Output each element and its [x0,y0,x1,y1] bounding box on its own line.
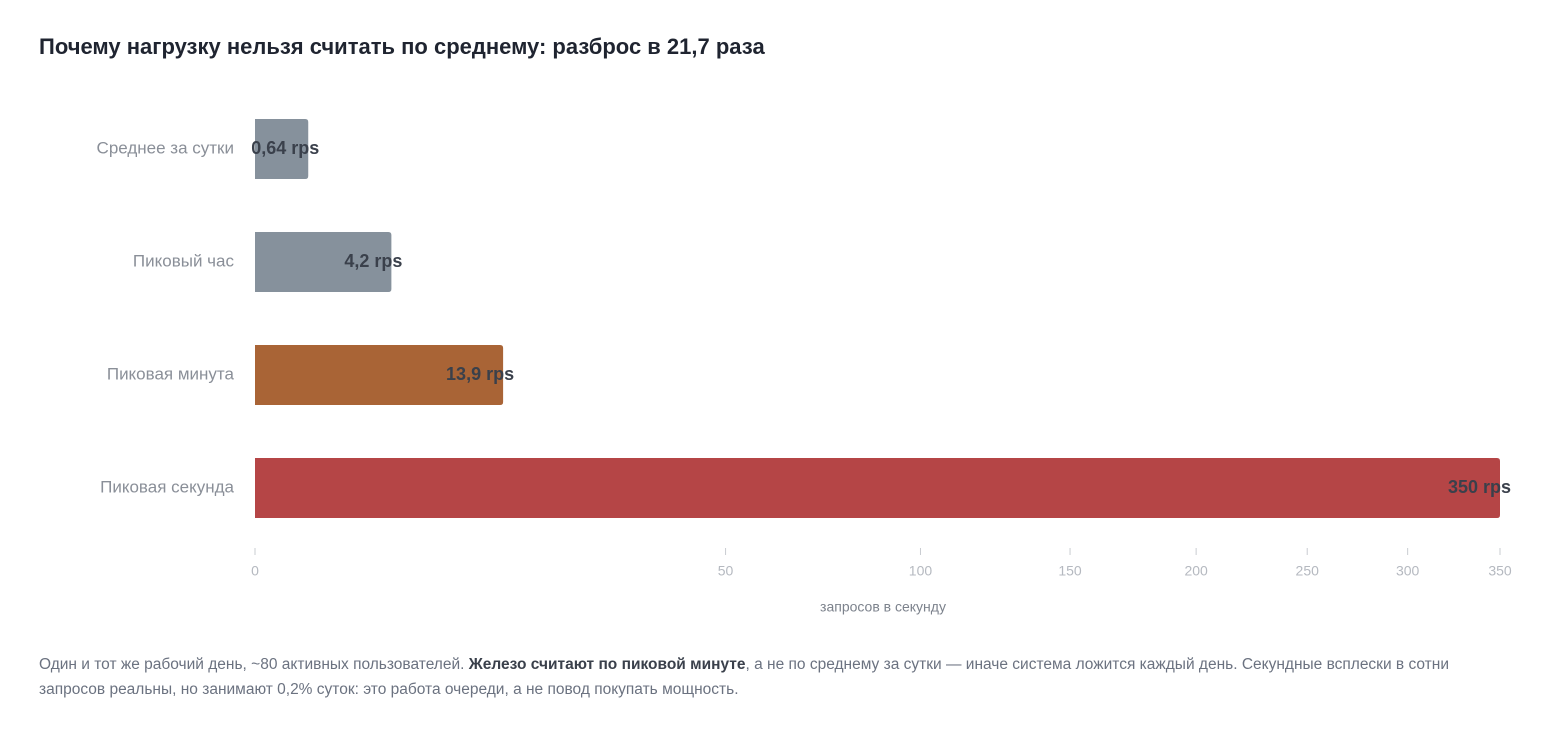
x-tick-label-5: 250 [1296,563,1320,579]
chart-title: Почему нагрузку нельзя считать по средне… [39,34,765,59]
value-label-3: 350 rps [1448,477,1511,497]
caption-text-1: Один и тот же рабочий день, ~80 активных… [39,656,469,673]
category-label-0: Среднее за сутки [97,138,234,157]
x-tick-label-6: 300 [1396,563,1420,579]
x-tick-label-3: 150 [1058,563,1082,579]
value-label-2: 13,9 rps [446,364,514,384]
caption-bold-text: Железо считают по пиковой минуте [468,656,746,673]
caption-text-2: , а не по среднему за сутки — иначе сист… [39,656,1449,698]
value-label-0: 0,64 rps [251,138,319,158]
x-tick-label-7: 350 [1488,563,1512,579]
category-label-3: Пиковая секунда [100,477,234,496]
category-label-1: Пиковый час [133,251,235,270]
bar-1 [255,232,392,292]
chart-caption: Один и тот же рабочий день, ~80 активных… [39,652,1509,702]
x-tick-label-1: 50 [718,563,734,579]
x-axis-title: запросов в секунду [820,599,946,615]
x-tick-label-2: 100 [909,563,933,579]
x-tick-label-4: 200 [1184,563,1208,579]
bar-3 [255,458,1500,518]
bar-chart: Среднее за сутки 0,64 rps Пиковый час 4,2 r… [97,119,1512,615]
category-label-2: Пиковая минута [107,364,235,383]
bar-0 [255,119,309,179]
bar-2 [255,345,504,405]
x-tick-label-0: 0 [251,563,259,579]
value-label-1: 4,2 rps [344,251,402,271]
